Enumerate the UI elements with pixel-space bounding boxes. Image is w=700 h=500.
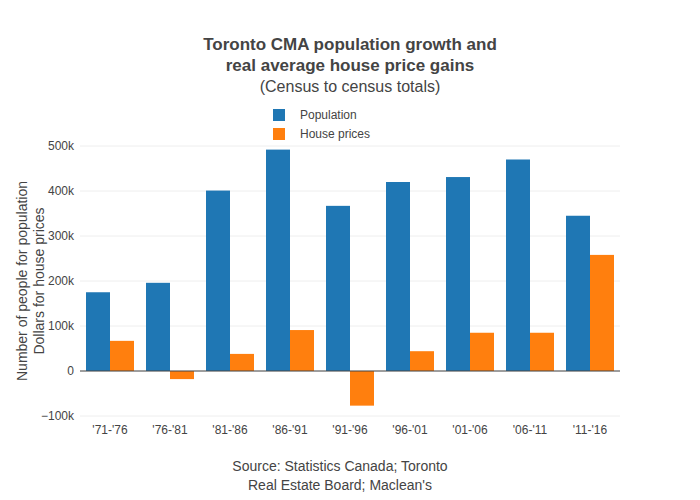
x-tick-label: '01-'06 xyxy=(452,423,488,437)
source-note: Real Estate Board; Maclean's xyxy=(248,477,432,493)
x-tick-label: '06-'11 xyxy=(513,423,548,437)
bar xyxy=(266,150,290,371)
y-tick-label: 500k xyxy=(48,139,75,153)
y-tick-label: 200k xyxy=(48,274,75,288)
y-tick-label: 0 xyxy=(67,364,74,378)
y-tick-label: −100k xyxy=(41,409,75,423)
x-tick-label: '91-'96 xyxy=(332,423,368,437)
bar xyxy=(566,216,590,371)
grid-line xyxy=(80,146,620,147)
y-tick-label: 400k xyxy=(48,184,75,198)
legend-label: Population xyxy=(300,108,357,122)
title: Toronto CMA population growth and xyxy=(203,35,497,54)
subtitle: (Census to census totals) xyxy=(260,78,441,95)
bar xyxy=(86,292,110,371)
legend-label: House prices xyxy=(300,127,370,141)
grid-line xyxy=(80,371,620,372)
bar xyxy=(506,160,530,372)
y-axis-title: Dollars for house prices xyxy=(31,207,47,354)
bar xyxy=(410,351,434,371)
bar xyxy=(590,255,614,371)
source-note: Source: Statistics Canada; Toronto xyxy=(232,458,448,474)
bar xyxy=(170,371,194,379)
bars xyxy=(86,150,614,406)
bar xyxy=(446,177,470,371)
title: real average house price gains xyxy=(226,56,475,75)
legend-swatch xyxy=(273,128,285,140)
bar xyxy=(326,206,350,371)
x-tick-label: '81-'86 xyxy=(212,423,248,437)
zero-line xyxy=(80,371,620,372)
bar xyxy=(110,341,134,371)
bar xyxy=(146,283,170,371)
x-tick-label: '96-'01 xyxy=(392,423,428,437)
grid-line xyxy=(80,191,620,192)
y-tick-label: 300k xyxy=(48,229,75,243)
chart: −100k 0 100k 200k 300k 400k 500k '71-'76 '76-'81… xyxy=(0,0,700,500)
bar xyxy=(290,330,314,371)
x-tick-label: '11-'16 xyxy=(573,423,608,437)
y-tick-label: 100k xyxy=(48,319,75,333)
bar xyxy=(470,333,494,371)
bar xyxy=(350,371,374,406)
y-axis-title: Number of people for population xyxy=(14,181,30,381)
x-tick-label: '76-'81 xyxy=(152,423,188,437)
bar xyxy=(230,354,254,371)
legend-swatch xyxy=(273,109,285,121)
bar xyxy=(386,182,410,371)
bar xyxy=(206,191,230,371)
bar xyxy=(530,333,554,371)
x-tick-label: '71-'76 xyxy=(92,423,128,437)
grid-line xyxy=(80,416,620,417)
x-tick-label: '86-'91 xyxy=(272,423,308,437)
